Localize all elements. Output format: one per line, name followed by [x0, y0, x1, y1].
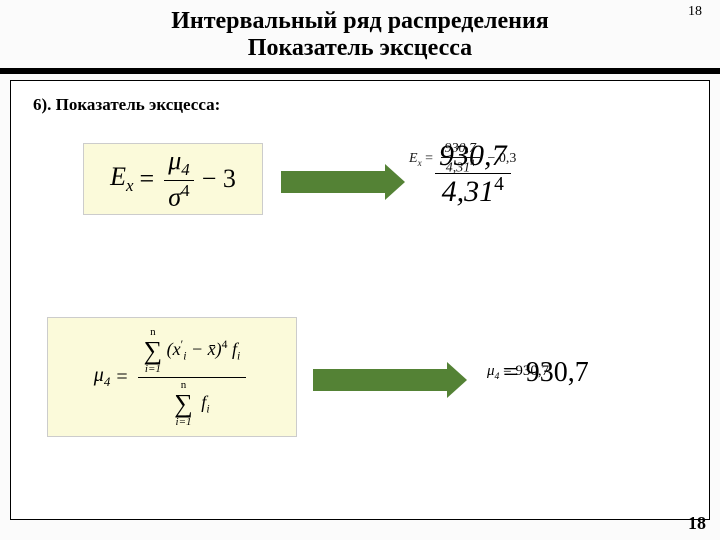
- arrow-1: [281, 171, 387, 193]
- title-line-1: Интервальный ряд распределения: [20, 8, 700, 35]
- page-number-bottom: 18: [688, 513, 706, 534]
- arrow-2: [313, 369, 449, 391]
- f1-tail: − 3: [202, 164, 236, 194]
- slide-title: Интервальный ряд распределения Показател…: [0, 0, 720, 66]
- f2-lhs: μ4: [94, 364, 111, 390]
- f2-frac: n ∑ i=1 (x′i − x̄)4 fi n ∑ i=1 fi: [138, 325, 247, 430]
- section-label: 6). Показатель эксцесса:: [33, 95, 687, 115]
- title-line-2: Показатель эксцесса: [20, 35, 700, 62]
- formula-excess: Ex = μ4 σ4 − 3: [83, 143, 263, 215]
- formula-mu4: μ4 = n ∑ i=1 (x′i − x̄)4 fi n ∑ i=1 fi: [47, 317, 297, 437]
- page-number-top: 18: [688, 4, 702, 20]
- f1-frac: μ4 σ4: [164, 146, 194, 213]
- f1-lhs: Ex: [110, 162, 133, 196]
- content-frame: 6). Показатель эксцесса: Ex = μ4 σ4 − 3 …: [10, 80, 710, 520]
- title-divider: [0, 68, 720, 74]
- f1-eq: =: [140, 164, 155, 194]
- f2-eq: =: [116, 366, 127, 389]
